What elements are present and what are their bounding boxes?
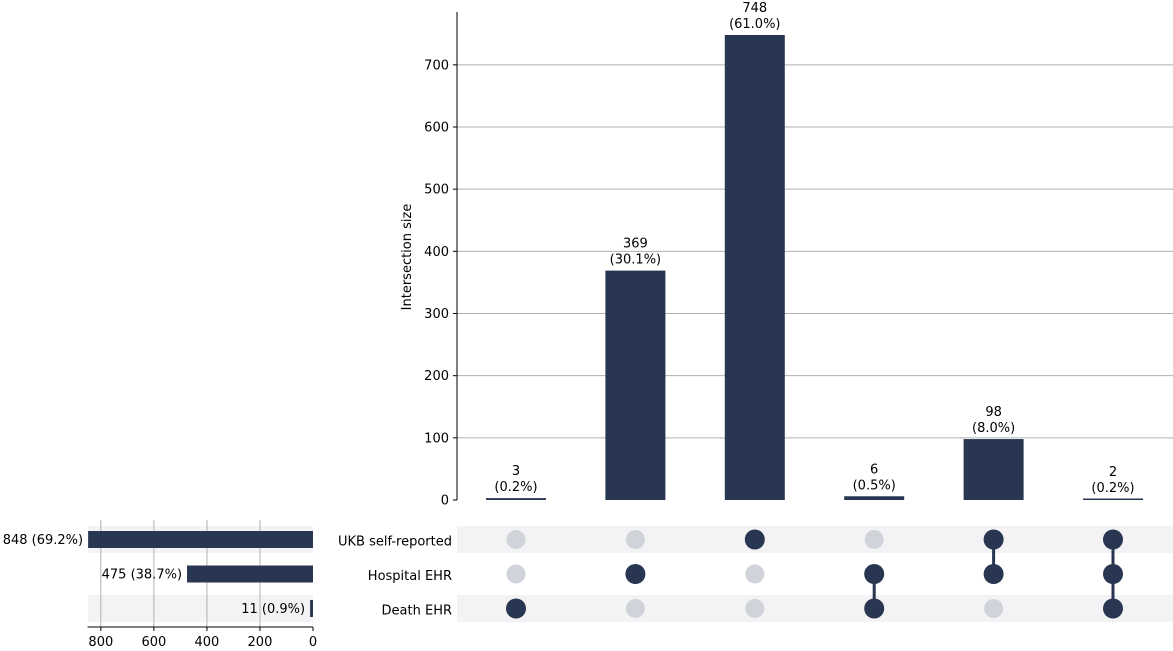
intersection-y-axis: 0 100 200 300 400 500 600 700 bbox=[424, 12, 458, 509]
intersection-bar bbox=[963, 439, 1024, 500]
matrix-dot-inactive bbox=[506, 564, 526, 584]
matrix-dot-inactive bbox=[506, 530, 526, 549]
bar-count-label: 369 bbox=[623, 237, 648, 252]
set-size-bar bbox=[310, 600, 313, 617]
matrix-dot-inactive bbox=[625, 530, 645, 549]
y-tick-label: 600 bbox=[424, 121, 449, 136]
size-tick-label: 600 bbox=[141, 635, 166, 650]
y-axis-title: Intersection size bbox=[400, 204, 415, 311]
y-tick-label: 500 bbox=[424, 183, 449, 198]
y-tick-label: 200 bbox=[424, 369, 449, 384]
bar-percent-label: (61.0%) bbox=[729, 17, 780, 32]
set-size-bar bbox=[88, 531, 313, 548]
size-tick-label: 200 bbox=[248, 635, 273, 650]
set-size-bar bbox=[187, 565, 313, 583]
matrix-dot-active bbox=[744, 529, 765, 550]
matrix-dot-inactive bbox=[745, 564, 765, 584]
set-name: UKB self-reported bbox=[338, 535, 452, 550]
bar-percent-label: (0.5%) bbox=[853, 478, 896, 493]
matrix-dot-active bbox=[506, 598, 526, 619]
matrix-dot-active bbox=[1103, 564, 1123, 584]
intersection-bar-labels: 3(0.2%)369(30.1%)748(61.0%)6(0.5%)98(8.0… bbox=[494, 1, 1134, 496]
bar-percent-label: (0.2%) bbox=[1091, 481, 1134, 496]
intersection-bar bbox=[724, 35, 785, 500]
intersection-bar bbox=[486, 498, 546, 500]
bar-count-label: 748 bbox=[742, 1, 767, 16]
matrix-dot-inactive bbox=[864, 530, 884, 549]
bar-percent-label: (0.2%) bbox=[494, 480, 537, 495]
set-size-label: 848 (69.2%) bbox=[3, 533, 83, 548]
matrix-dot-active bbox=[1103, 529, 1123, 550]
intersection-bars bbox=[486, 35, 1143, 500]
matrix-dot-active bbox=[1103, 598, 1123, 619]
size-tick-label: 0 bbox=[309, 635, 317, 650]
matrix-stripe bbox=[457, 595, 1173, 622]
set-name: Death EHR bbox=[382, 604, 452, 619]
size-tick-label: 800 bbox=[88, 635, 113, 650]
matrix-dot-active bbox=[864, 598, 885, 619]
matrix-stripe bbox=[457, 526, 1173, 553]
bar-count-label: 2 bbox=[1109, 465, 1117, 480]
set-size-bars bbox=[88, 531, 313, 617]
intersection-matrix bbox=[506, 529, 1123, 619]
matrix-dot-active bbox=[983, 529, 1004, 550]
set-name: Hospital EHR bbox=[368, 569, 452, 584]
size-stripe bbox=[88, 595, 313, 622]
intersection-bar bbox=[844, 496, 905, 500]
bar-percent-label: (8.0%) bbox=[972, 421, 1015, 436]
intersection-gridlines bbox=[457, 64, 1173, 439]
matrix-dot-active bbox=[983, 564, 1004, 584]
matrix-dot-inactive bbox=[625, 599, 645, 618]
set-name-labels: UKB self-reported Hospital EHR Death EHR bbox=[338, 535, 452, 619]
bar-count-label: 3 bbox=[512, 464, 520, 479]
matrix-dot-active bbox=[864, 564, 885, 584]
intersection-bar bbox=[1083, 498, 1143, 500]
bar-percent-label: (30.1%) bbox=[610, 253, 661, 268]
intersection-bar bbox=[605, 270, 666, 500]
set-size-label: 475 (38.7%) bbox=[102, 568, 182, 583]
y-tick-label: 400 bbox=[424, 245, 449, 260]
matrix-dot-inactive bbox=[745, 599, 765, 618]
matrix-dot-inactive bbox=[984, 599, 1004, 618]
y-tick-label: 300 bbox=[424, 307, 449, 322]
set-size-x-axis: 800 600 400 200 0 bbox=[87, 626, 317, 650]
y-tick-label: 700 bbox=[424, 58, 449, 73]
matrix-dot-active bbox=[625, 564, 646, 584]
size-tick-label: 400 bbox=[195, 635, 220, 650]
set-size-label: 11 (0.9%) bbox=[241, 602, 305, 617]
bar-count-label: 6 bbox=[870, 462, 878, 477]
y-tick-label: 100 bbox=[424, 431, 449, 446]
bar-count-label: 98 bbox=[985, 405, 1002, 420]
set-size-labels: 848 (69.2%) 475 (38.7%) 11 (0.9%) bbox=[3, 533, 305, 617]
y-tick-label: 0 bbox=[441, 494, 449, 509]
